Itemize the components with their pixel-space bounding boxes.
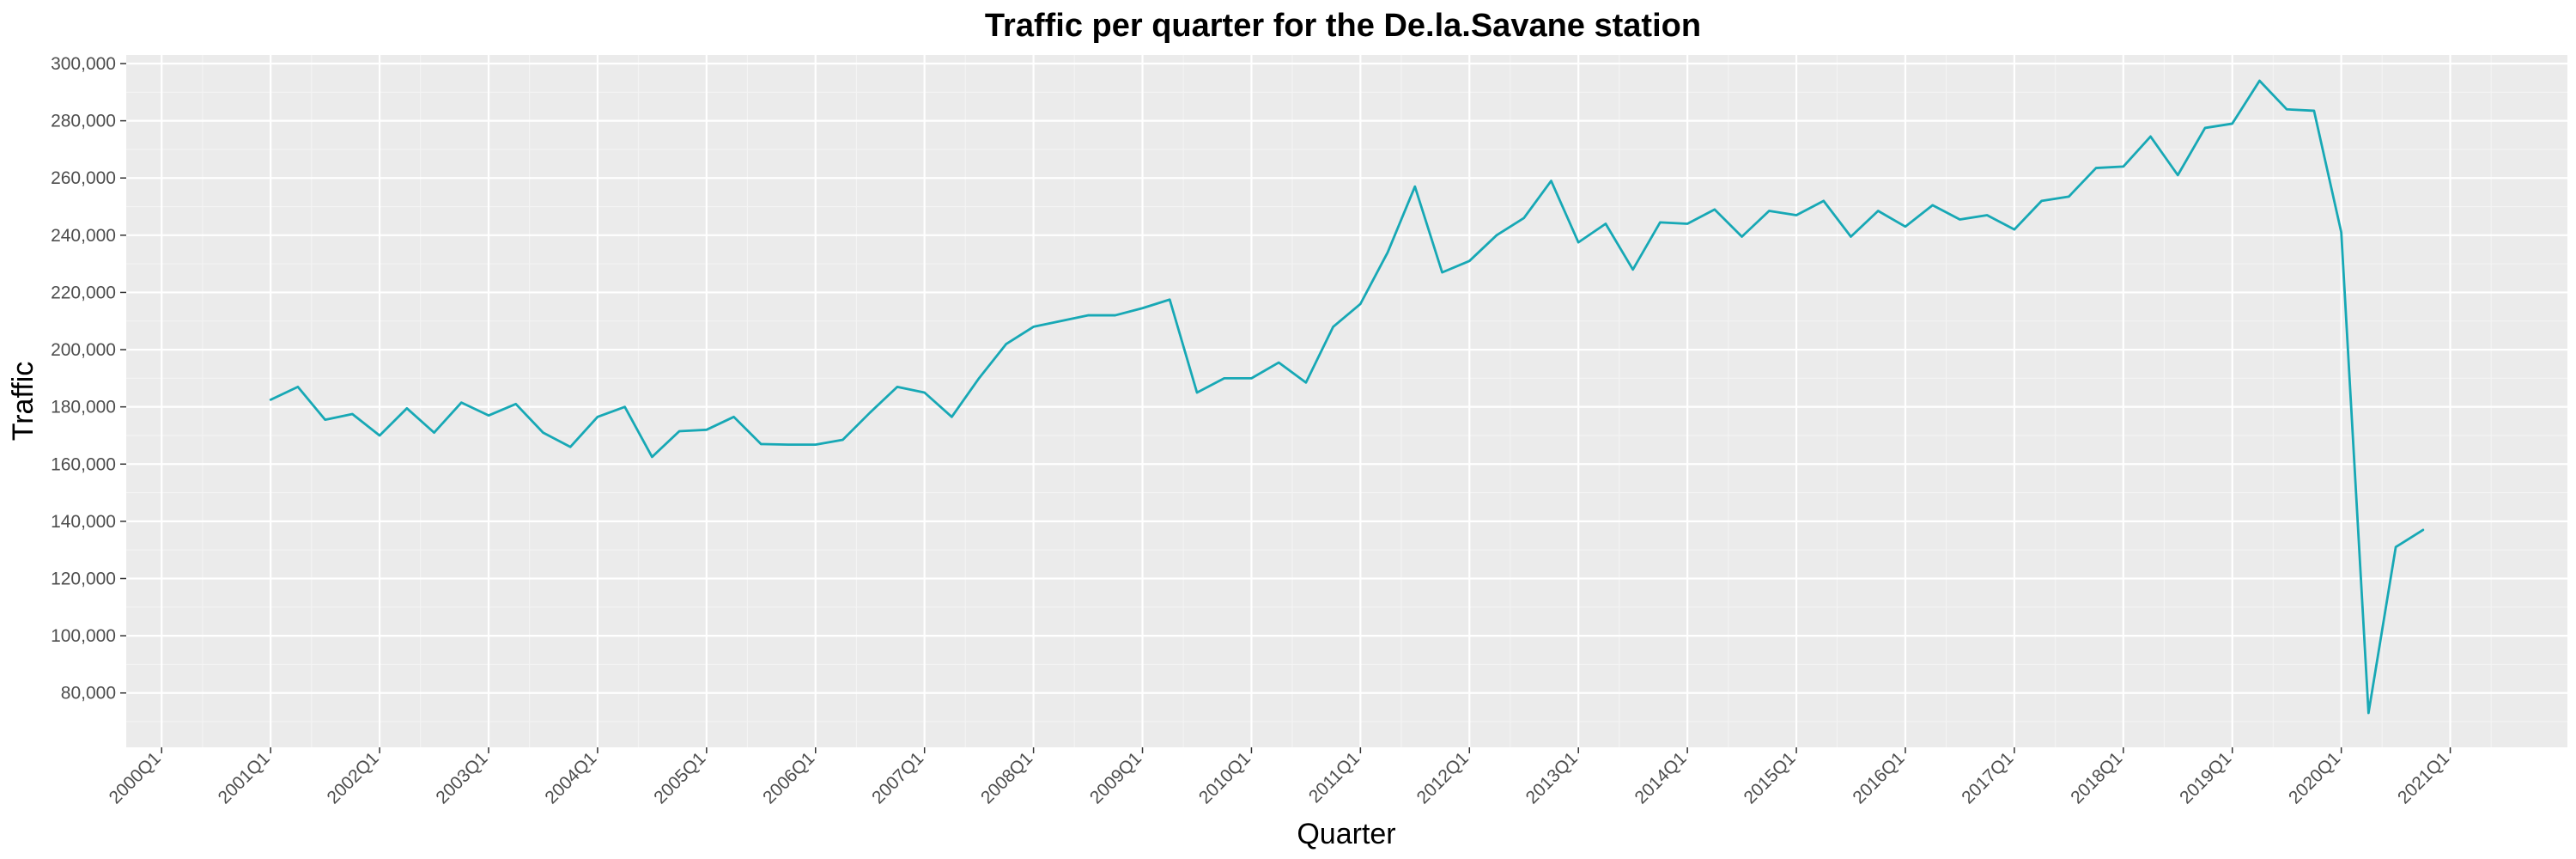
x-tick-label: 2013Q1 xyxy=(1522,748,1582,807)
y-tick-label: 180,000 xyxy=(51,398,116,417)
x-tick-label: 2009Q1 xyxy=(1086,748,1145,807)
y-tick-label: 300,000 xyxy=(51,54,116,74)
y-tick-label: 100,000 xyxy=(51,626,116,646)
x-tick-label: 2012Q1 xyxy=(1413,748,1473,807)
x-tick-label: 2019Q1 xyxy=(2176,748,2235,807)
y-tick-label: 260,000 xyxy=(51,168,116,188)
x-tick-label: 2007Q1 xyxy=(868,748,927,807)
y-tick-label: 160,000 xyxy=(51,454,116,474)
x-tick-label: 2004Q1 xyxy=(541,748,600,807)
series-line xyxy=(269,79,2425,715)
major-gridlines xyxy=(126,55,2567,747)
x-tick-label: 2006Q1 xyxy=(759,748,818,807)
y-axis: 80,000 100,000 120,000 140,000 160,000 180,00… xyxy=(51,54,126,704)
minor-gridlines xyxy=(126,55,2567,747)
y-tick-label: 280,000 xyxy=(51,112,116,131)
x-tick-label: 2015Q1 xyxy=(1740,748,1799,807)
x-tick-label: 2003Q1 xyxy=(432,748,491,807)
y-axis-title: Traffic xyxy=(7,362,39,442)
x-tick-label: 2008Q1 xyxy=(977,748,1036,807)
x-tick-label: 2001Q1 xyxy=(215,748,274,807)
x-tick-label: 2000Q1 xyxy=(106,748,165,807)
x-tick-label: 2010Q1 xyxy=(1195,748,1255,807)
x-tick-label: 2016Q1 xyxy=(1849,748,1908,807)
chart-title: Traffic per quarter for the De.la.Savane… xyxy=(985,8,1701,44)
x-tick-label: 2018Q1 xyxy=(2067,748,2126,807)
y-tick-label: 120,000 xyxy=(51,569,116,588)
y-tick-label: 140,000 xyxy=(51,512,116,532)
x-tick-label: 2014Q1 xyxy=(1631,748,1691,807)
x-tick-label: 2011Q1 xyxy=(1305,748,1364,807)
y-tick-label: 240,000 xyxy=(51,226,116,246)
x-tick-label: 2020Q1 xyxy=(2285,748,2344,807)
x-tick-label: 2002Q1 xyxy=(324,748,383,807)
x-axis: 2000Q1 2001Q1 2002Q1 2003Q1 2004Q1 2005Q1 2006… xyxy=(106,747,2453,807)
x-tick-label: 2021Q1 xyxy=(2394,748,2453,807)
plot-panel xyxy=(126,55,2567,747)
x-tick-label: 2005Q1 xyxy=(650,748,709,807)
y-tick-label: 220,000 xyxy=(51,283,116,302)
y-tick-label: 80,000 xyxy=(61,684,116,704)
x-axis-title: Quarter xyxy=(1297,818,1395,850)
y-tick-label: 200,000 xyxy=(51,340,116,360)
series-layer xyxy=(269,79,2425,715)
x-tick-label: 2017Q1 xyxy=(1958,748,2017,807)
